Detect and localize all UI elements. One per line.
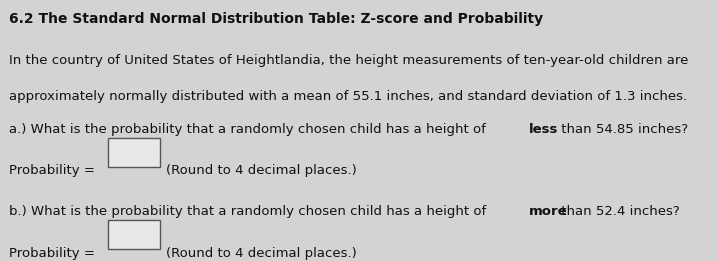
Text: more: more xyxy=(528,205,567,218)
Text: a.) What is the probability that a randomly chosen child has a height of: a.) What is the probability that a rando… xyxy=(9,123,490,136)
Text: (Round to 4 decimal places.): (Round to 4 decimal places.) xyxy=(166,164,357,177)
Text: 6.2 The Standard Normal Distribution Table: Z-score and Probability: 6.2 The Standard Normal Distribution Tab… xyxy=(9,12,543,26)
Text: approximately normally distributed with a mean of 55.1 inches, and standard devi: approximately normally distributed with … xyxy=(9,90,686,103)
Text: Probability =: Probability = xyxy=(9,164,99,177)
Text: In the country of United States of Heightlandia, the height measurements of ten-: In the country of United States of Heigh… xyxy=(9,54,688,67)
FancyBboxPatch shape xyxy=(108,220,160,249)
Text: less: less xyxy=(528,123,558,136)
Text: than 54.85 inches?: than 54.85 inches? xyxy=(557,123,689,136)
Text: Probability =: Probability = xyxy=(9,247,99,260)
Text: than 52.4 inches?: than 52.4 inches? xyxy=(557,205,680,218)
FancyBboxPatch shape xyxy=(108,138,160,167)
Text: (Round to 4 decimal places.): (Round to 4 decimal places.) xyxy=(166,247,357,260)
Text: b.) What is the probability that a randomly chosen child has a height of: b.) What is the probability that a rando… xyxy=(9,205,490,218)
